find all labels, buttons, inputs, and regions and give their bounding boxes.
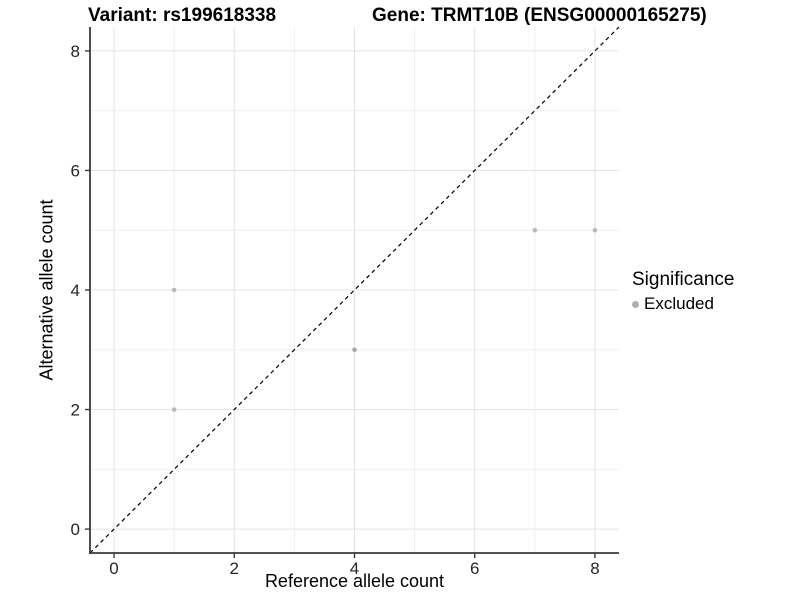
legend: Significance Excluded	[632, 269, 734, 314]
legend-title: Significance	[632, 269, 735, 290]
x-tick-label: 0	[109, 559, 118, 578]
x-tick-label: 4	[350, 559, 359, 578]
y-tick-label: 6	[71, 161, 80, 180]
variant-title: Variant: rs199618338	[88, 5, 277, 26]
y-tick-label: 8	[71, 42, 80, 61]
data-point	[171, 287, 177, 293]
legend-item-label: Excluded	[644, 294, 714, 313]
y-tick-label: 2	[71, 401, 80, 420]
x-tick-label: 6	[470, 559, 479, 578]
legend-item-excluded: Excluded	[632, 294, 734, 314]
y-tick-label: 0	[71, 520, 80, 539]
gene-title: Gene: TRMT10B (ENSG00000165275)	[372, 5, 707, 26]
x-tick-label: 2	[230, 559, 239, 578]
data-point	[532, 227, 538, 233]
y-tick-label: 4	[71, 281, 80, 300]
y-axis-title: Alternative allele count	[36, 199, 57, 381]
x-tick-label: 8	[590, 559, 599, 578]
legend-point-icon	[632, 300, 639, 308]
data-point	[352, 347, 357, 353]
data-point	[592, 227, 598, 233]
x-axis-title: Reference allele count	[264, 571, 445, 591]
data-point	[171, 407, 177, 412]
